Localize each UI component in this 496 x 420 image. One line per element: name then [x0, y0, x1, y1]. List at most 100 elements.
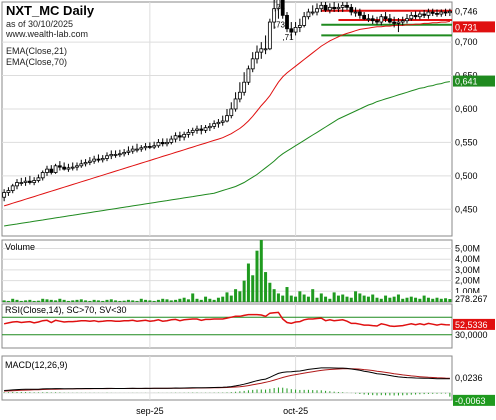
candle-body: [130, 148, 135, 152]
volume-bar: [264, 272, 268, 302]
candle-body: [10, 185, 15, 191]
candle-body: [323, 4, 328, 11]
volume-bar: [28, 299, 32, 302]
volume-bar: [444, 298, 448, 302]
volume-bar: [24, 300, 28, 302]
volume-bar: [139, 298, 143, 302]
candle-body: [212, 123, 217, 127]
candle-body: [160, 141, 165, 145]
rsi-tick-label: 30,0000: [455, 330, 488, 340]
volume-bar: [186, 299, 190, 302]
candle-body: [49, 168, 54, 173]
volume-bar: [375, 297, 379, 302]
candle-body: [27, 180, 32, 183]
candle-body: [113, 154, 118, 156]
last-close-label-bg: [453, 5, 495, 17]
candle-body: [173, 135, 178, 140]
candle-body: [315, 8, 319, 13]
candle-body: [387, 18, 392, 23]
candle-body: [75, 165, 79, 168]
rsi-last-label: 52,5336: [455, 320, 488, 330]
volume-bar: [388, 297, 392, 302]
candle-body: [332, 6, 337, 10]
volume-bar: [285, 287, 289, 302]
candle-body: [280, 0, 285, 16]
volume-bar: [422, 295, 426, 302]
candle-body: [152, 145, 157, 148]
ema21-value-label: 0,731: [455, 22, 478, 32]
macd-line: [4, 367, 450, 391]
macd-hist-last-label-bg: [453, 394, 495, 406]
volume-bar: [165, 299, 169, 302]
candle-body: [135, 148, 139, 151]
candle-body: [177, 135, 182, 138]
volume-bar: [324, 296, 328, 302]
volume-bar: [294, 296, 298, 302]
volume-bar: [396, 294, 400, 302]
candle-body: [396, 21, 401, 24]
pane-frame-rsi: [1, 303, 453, 349]
volume-tick-label: 1,00M: [455, 286, 480, 296]
price-tick-label: 0,600: [455, 104, 478, 114]
candle-body: [6, 190, 11, 193]
candle-body: [357, 11, 362, 16]
candle-body: [66, 167, 71, 170]
last-close-label: 0,746: [455, 6, 478, 16]
volume-bar: [306, 296, 310, 302]
price-annotation: ,71: [282, 33, 294, 42]
volume-bar: [195, 298, 199, 302]
volume-bar: [148, 300, 152, 302]
candle-body: [422, 13, 427, 16]
volume-bar: [221, 296, 225, 302]
candle-body: [327, 6, 332, 11]
candle-body: [225, 115, 229, 122]
volume-bar: [225, 292, 229, 302]
volume-title: Volume: [5, 242, 35, 252]
candle-body: [345, 4, 349, 8]
volume-bar: [62, 299, 66, 302]
volume-bar: [36, 300, 40, 302]
price-tick-label: 0,650: [455, 71, 478, 81]
volume-bar: [418, 298, 422, 302]
volume-bar: [234, 289, 238, 302]
ema21-legend: EMA(Close,21): [6, 46, 68, 56]
volume-bar: [2, 300, 6, 302]
x-tick-label: sep-25: [136, 406, 164, 416]
candle-body: [263, 48, 268, 51]
volume-bar: [384, 295, 388, 302]
candle-body: [233, 98, 238, 110]
volume-bar: [341, 294, 345, 302]
candle-body: [400, 20, 405, 23]
candle-body: [447, 10, 452, 14]
candle-body: [383, 16, 388, 20]
candle-body: [220, 120, 225, 123]
volume-bar: [319, 293, 323, 302]
volume-bar: [88, 300, 92, 302]
volume-bar: [182, 297, 186, 302]
candle-body: [246, 68, 251, 83]
price-annotation: ,77: [274, 0, 286, 2]
candle-body: [156, 141, 161, 147]
candle-body: [92, 158, 97, 162]
volume-bar: [96, 300, 100, 302]
candle-body: [259, 48, 264, 53]
price-tick-label: 0,450: [455, 204, 478, 214]
candle-body: [276, 0, 281, 10]
price-annotation: ,73: [274, 21, 286, 30]
volume-bar: [371, 294, 375, 302]
volume-bar: [45, 299, 49, 302]
asof-date: as of 30/10/2025: [6, 19, 74, 29]
price-tick-label: 0,550: [455, 137, 478, 147]
ema70-value-label: 0,641: [455, 77, 478, 87]
candle-body: [169, 138, 174, 143]
volume-bar: [174, 299, 178, 302]
volume-bar: [92, 299, 96, 302]
volume-bar: [259, 240, 263, 302]
volume-bar: [392, 296, 396, 302]
site-url: www.wealth-lab.com: [6, 29, 89, 39]
macd-hist-last-label: -0,0063: [455, 396, 486, 406]
candle-body: [45, 168, 49, 173]
volume-bar: [32, 300, 36, 302]
volume-bar: [298, 291, 302, 302]
